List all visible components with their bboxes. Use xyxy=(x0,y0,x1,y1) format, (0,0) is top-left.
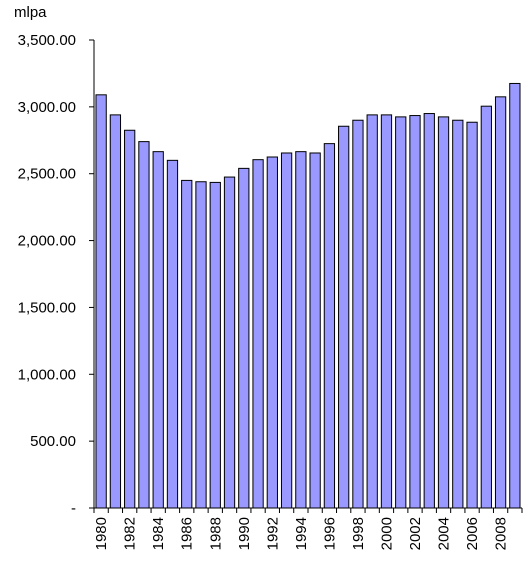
bar-2009 xyxy=(509,82,521,509)
bar-1988 xyxy=(209,181,221,509)
x-tick-label: 1992 xyxy=(264,517,281,550)
bar-1980 xyxy=(95,94,107,509)
bar-1997 xyxy=(338,125,350,509)
bar-1989 xyxy=(223,176,236,509)
y-tick-label: 3,000.00 xyxy=(18,99,76,116)
bar-1992 xyxy=(266,156,278,509)
bar-2007 xyxy=(480,105,492,509)
bar-1991 xyxy=(252,159,264,509)
y-tick-label: 1,500.00 xyxy=(18,299,76,316)
x-tick-label: 2000 xyxy=(378,517,395,550)
bar-1982 xyxy=(124,129,136,509)
y-tick-label: 2,500.00 xyxy=(18,166,76,183)
bar-1996 xyxy=(323,143,336,509)
bar-2004 xyxy=(437,116,450,509)
x-tick-label: 1986 xyxy=(179,517,196,550)
y-tick-label: 1,000.00 xyxy=(18,366,76,383)
bar-2000 xyxy=(380,114,393,509)
bar-2008 xyxy=(494,96,507,509)
y-unit-label: mlpa xyxy=(14,4,47,21)
y-tick-label: 3,500.00 xyxy=(18,32,76,49)
bar-1990 xyxy=(238,167,250,509)
x-tick-label: 1994 xyxy=(293,517,310,550)
bar-1987 xyxy=(195,181,207,509)
x-tick-label: 1998 xyxy=(350,517,367,550)
bar-1994 xyxy=(295,151,307,509)
y-tick-label: 2,000.00 xyxy=(18,233,76,250)
bar-1981 xyxy=(109,114,122,509)
y-tick-label: - xyxy=(71,500,76,517)
bar-1984 xyxy=(152,151,164,509)
y-axis-ticks: - 500.00 1,000.00 1,500.00 2,000.00 2,500.00 3… xyxy=(18,32,94,517)
x-tick-label: 2004 xyxy=(436,517,453,550)
bar-1985 xyxy=(166,159,179,509)
bar-1983 xyxy=(138,141,150,509)
x-tick-label: 1980 xyxy=(93,517,110,550)
x-tick-label: 1988 xyxy=(207,517,224,550)
x-tick-label: 1990 xyxy=(236,517,253,550)
x-tick-label: 1984 xyxy=(150,517,167,550)
bar-1998 xyxy=(352,119,364,509)
bar-1993 xyxy=(280,152,293,509)
bar-1999 xyxy=(366,114,378,509)
x-tick-label: 1982 xyxy=(122,517,139,550)
x-tick-label: 2006 xyxy=(464,517,481,550)
bar-2001 xyxy=(395,116,407,509)
bars-group xyxy=(95,82,521,509)
bar-2003 xyxy=(423,113,435,509)
x-tick-label: 2002 xyxy=(407,517,424,550)
bar-1995 xyxy=(309,152,321,509)
x-tick-label: 1996 xyxy=(321,517,338,550)
bar-2006 xyxy=(466,121,478,509)
bar-2005 xyxy=(452,119,464,509)
x-axis-ticks: 1980 1982 1984 1986 1988 1990 1992 1994 1996 1998… xyxy=(93,508,523,550)
x-tick-label: 2008 xyxy=(493,517,510,550)
bar-1986 xyxy=(181,179,193,509)
y-tick-label: 500.00 xyxy=(30,433,76,450)
bar-2002 xyxy=(409,115,421,509)
